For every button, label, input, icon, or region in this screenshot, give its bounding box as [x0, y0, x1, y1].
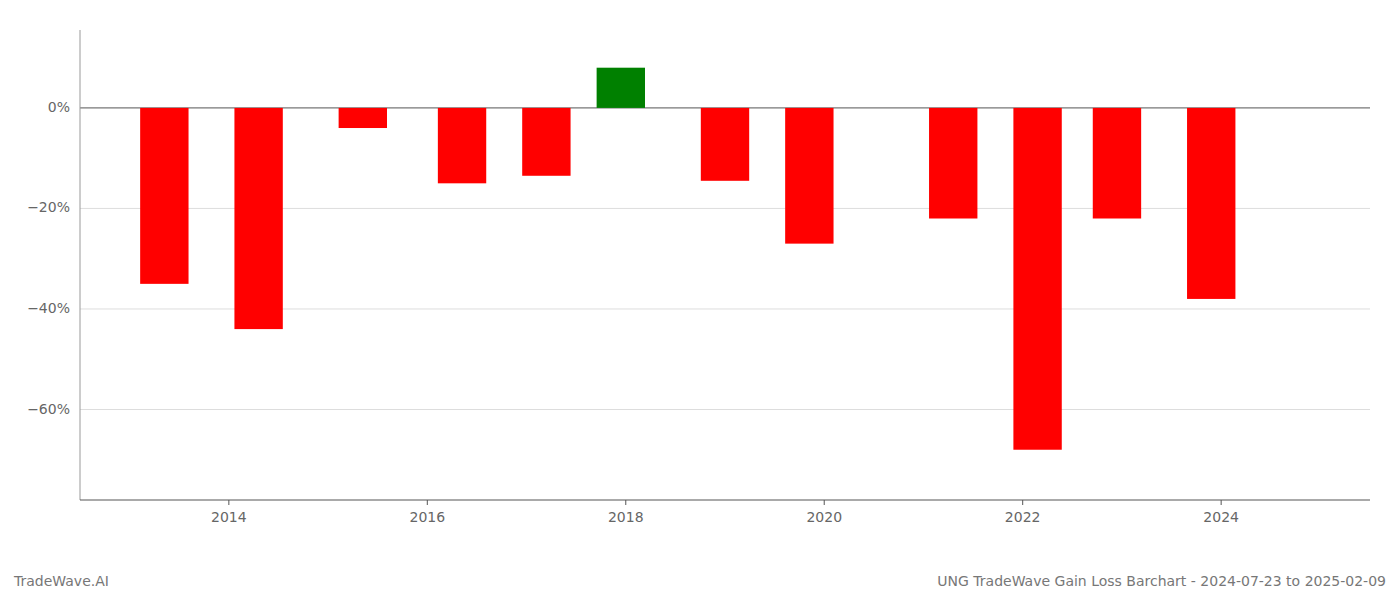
bar	[701, 108, 749, 181]
x-axis: 2014 2016 2018 2020 2022 2024	[80, 500, 1370, 525]
bar	[1093, 108, 1141, 219]
x-tick	[228, 500, 229, 505]
x-tick	[824, 500, 825, 505]
watermark: TradeWave.AI	[13, 573, 109, 589]
bar	[339, 108, 387, 128]
page: {"chart_data": {"type": "bar", "title": …	[0, 0, 1400, 600]
y-axis-line	[80, 30, 81, 500]
x-tick-label: 2014	[211, 509, 247, 525]
y-axis: 0% −20% −40% −60%	[27, 30, 1370, 500]
x-tick-label: 2022	[1005, 509, 1041, 525]
x-axis-line	[80, 500, 1370, 501]
bar	[234, 108, 282, 329]
x-tick	[1221, 500, 1222, 505]
bar	[597, 68, 645, 108]
bar	[785, 108, 833, 244]
x-tick-label: 2020	[806, 509, 842, 525]
bar	[438, 108, 486, 183]
grid-line	[80, 409, 1370, 410]
x-tick	[625, 500, 626, 505]
x-tick-label: 2018	[608, 509, 644, 525]
bar	[140, 108, 188, 284]
bar	[1013, 108, 1061, 450]
bar	[522, 108, 570, 176]
x-tick	[427, 500, 428, 505]
x-tick-label: 2024	[1203, 509, 1239, 525]
x-tick-label: 2016	[409, 509, 445, 525]
x-tick	[1022, 500, 1023, 505]
y-tick-label: −40%	[27, 300, 70, 316]
y-tick-label: −20%	[27, 199, 70, 215]
title: UNG TradeWave Gain Loss Barchart - 2024-…	[937, 573, 1386, 589]
y-tick-label: −60%	[27, 401, 70, 417]
bars	[140, 68, 1235, 450]
chart: 0% −20% −40% −60% 2014 2016 2018 2020 2022 2024 Tr…	[0, 0, 1400, 600]
y-tick-label: 0%	[48, 99, 70, 115]
bar	[1187, 108, 1235, 299]
bar	[929, 108, 977, 219]
